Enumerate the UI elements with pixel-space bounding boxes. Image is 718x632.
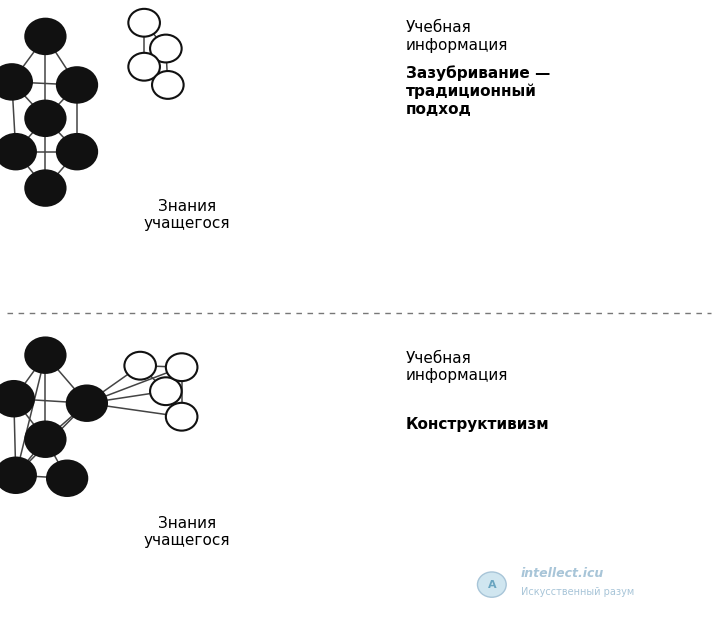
Text: intellect.icu: intellect.icu [521,567,604,580]
Circle shape [0,64,32,100]
Circle shape [129,9,160,37]
Circle shape [0,381,34,416]
Text: Знания
учащегося: Знания учащегося [144,516,230,548]
Circle shape [150,377,182,405]
Circle shape [0,458,36,493]
Circle shape [67,386,107,421]
Text: Учебная
информация: Учебная информация [406,351,508,384]
Circle shape [129,53,160,81]
Text: Зазубривание —
традиционный
подход: Зазубривание — традиционный подход [406,66,550,116]
Circle shape [47,461,88,496]
Circle shape [25,19,65,54]
Circle shape [57,67,97,102]
Circle shape [150,35,182,63]
Text: Учебная
информация: Учебная информация [406,20,508,52]
Circle shape [124,352,156,380]
Circle shape [166,353,197,381]
Circle shape [25,337,65,373]
Circle shape [25,171,65,206]
Text: Знания
учащегося: Знания учащегося [144,198,230,231]
Text: Конструктивизм: Конструктивизм [406,416,549,432]
Text: A: A [488,580,496,590]
Circle shape [57,134,97,169]
Circle shape [477,572,506,597]
Text: Искусственный разум: Искусственный разум [521,587,634,597]
Circle shape [166,403,197,430]
Circle shape [0,134,36,169]
Circle shape [25,100,65,136]
Circle shape [152,71,184,99]
Circle shape [25,422,65,457]
